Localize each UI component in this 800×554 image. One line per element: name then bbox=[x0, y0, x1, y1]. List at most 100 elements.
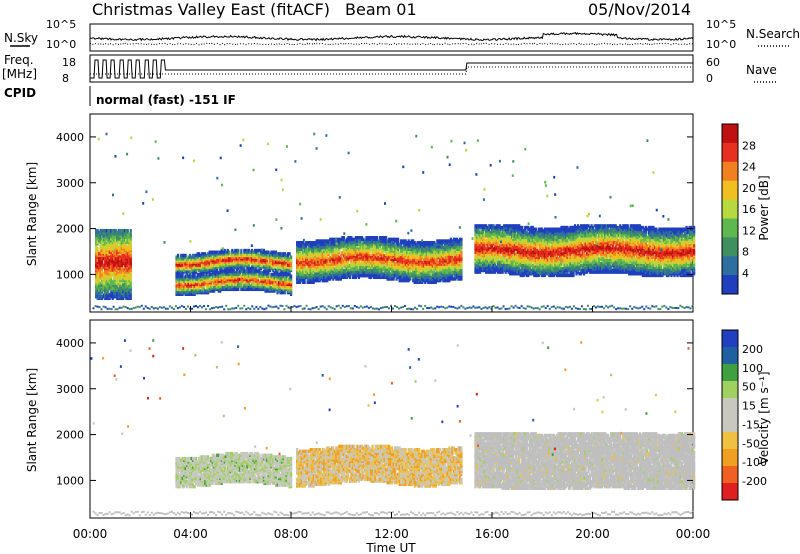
power-cell bbox=[240, 282, 243, 287]
power-cell bbox=[208, 277, 211, 282]
power-cell bbox=[308, 257, 311, 261]
power-cell bbox=[117, 248, 120, 253]
power-cell bbox=[101, 260, 104, 264]
power-cell bbox=[449, 237, 452, 242]
power-cell bbox=[129, 296, 132, 301]
power-cell bbox=[457, 267, 460, 271]
power-cell bbox=[105, 228, 108, 233]
power-cell bbox=[208, 271, 211, 275]
power-cell bbox=[199, 272, 202, 277]
power-cell bbox=[395, 260, 398, 265]
power-cell bbox=[419, 255, 422, 260]
power-cell bbox=[332, 245, 335, 250]
power-cell bbox=[481, 224, 485, 228]
power-cell bbox=[446, 255, 449, 260]
power-cell bbox=[117, 228, 120, 233]
power-cell bbox=[247, 269, 250, 273]
power-cell bbox=[185, 277, 189, 282]
power-cell bbox=[397, 272, 400, 276]
power-cell bbox=[360, 236, 364, 240]
power-cell bbox=[312, 273, 315, 278]
power-cell bbox=[111, 280, 114, 284]
power-cell bbox=[315, 249, 318, 253]
power-cell bbox=[225, 263, 228, 268]
power-cell bbox=[317, 239, 320, 243]
power-cell bbox=[262, 258, 266, 263]
power-cell bbox=[222, 272, 225, 277]
power-cell bbox=[125, 291, 128, 296]
power-cell bbox=[286, 272, 290, 277]
power-cell bbox=[383, 245, 386, 250]
power-cell bbox=[259, 282, 263, 287]
power-cell bbox=[258, 269, 261, 273]
power-cell bbox=[410, 272, 413, 276]
power-cell bbox=[403, 273, 406, 278]
power-cell bbox=[330, 249, 333, 253]
power-cell bbox=[114, 291, 117, 296]
power-cell bbox=[114, 257, 117, 261]
nsearch-label: N.Search bbox=[746, 27, 800, 41]
power-cell bbox=[306, 280, 309, 284]
power-cell bbox=[339, 265, 342, 270]
power-cell bbox=[192, 289, 195, 293]
power-cell bbox=[425, 240, 428, 245]
power-cell bbox=[184, 274, 187, 278]
power-cell bbox=[448, 255, 451, 260]
power-cell bbox=[309, 250, 312, 255]
power-cell bbox=[195, 257, 198, 261]
power-cell bbox=[246, 287, 249, 292]
power-cell bbox=[335, 269, 338, 273]
power-cell bbox=[190, 292, 193, 296]
power-cell bbox=[267, 281, 270, 285]
power-cell bbox=[246, 276, 249, 280]
power-cell bbox=[217, 250, 220, 254]
power-cell bbox=[317, 267, 320, 271]
power-cell bbox=[202, 272, 205, 277]
power-cell bbox=[202, 252, 205, 256]
power-cell bbox=[366, 262, 370, 266]
power-cell bbox=[234, 271, 237, 275]
power-cell bbox=[110, 278, 113, 282]
power-cell bbox=[123, 228, 126, 233]
power-cell bbox=[279, 272, 282, 277]
power-cell bbox=[412, 245, 415, 250]
power-cell bbox=[211, 271, 214, 275]
power-cell bbox=[238, 258, 241, 263]
power-cell bbox=[241, 269, 244, 273]
power-cell bbox=[285, 263, 288, 268]
power-cell bbox=[274, 268, 278, 273]
power-cell bbox=[214, 267, 217, 271]
power-cell bbox=[478, 234, 482, 238]
power-cell bbox=[111, 271, 114, 276]
power-cell bbox=[354, 236, 358, 240]
power-cell bbox=[123, 243, 126, 248]
power-cell bbox=[437, 260, 440, 265]
power-cell bbox=[229, 269, 232, 273]
power-cell bbox=[111, 263, 114, 268]
power-cell bbox=[274, 260, 278, 264]
power-cell bbox=[478, 260, 482, 264]
power-cell bbox=[204, 252, 207, 256]
power-cell bbox=[182, 253, 186, 258]
power-cell bbox=[279, 252, 282, 256]
power-cell bbox=[390, 237, 394, 242]
power-cell bbox=[452, 277, 456, 281]
power-cell bbox=[201, 252, 204, 256]
power-cell bbox=[256, 258, 260, 263]
power-cell bbox=[413, 264, 416, 268]
power-cell bbox=[185, 270, 189, 274]
power-cell bbox=[188, 284, 192, 288]
power-cell bbox=[387, 260, 391, 265]
power-cell bbox=[483, 224, 486, 228]
power-cell bbox=[300, 255, 303, 260]
power-cell bbox=[374, 255, 377, 260]
power-cell bbox=[397, 237, 400, 242]
power-cell bbox=[123, 283, 126, 287]
power-cell bbox=[448, 275, 451, 280]
power-cell bbox=[341, 240, 344, 245]
power-cell bbox=[288, 263, 291, 268]
power-cell bbox=[442, 245, 445, 250]
power-cell bbox=[389, 252, 392, 256]
power-cell bbox=[378, 273, 382, 278]
power-cell bbox=[225, 269, 228, 273]
